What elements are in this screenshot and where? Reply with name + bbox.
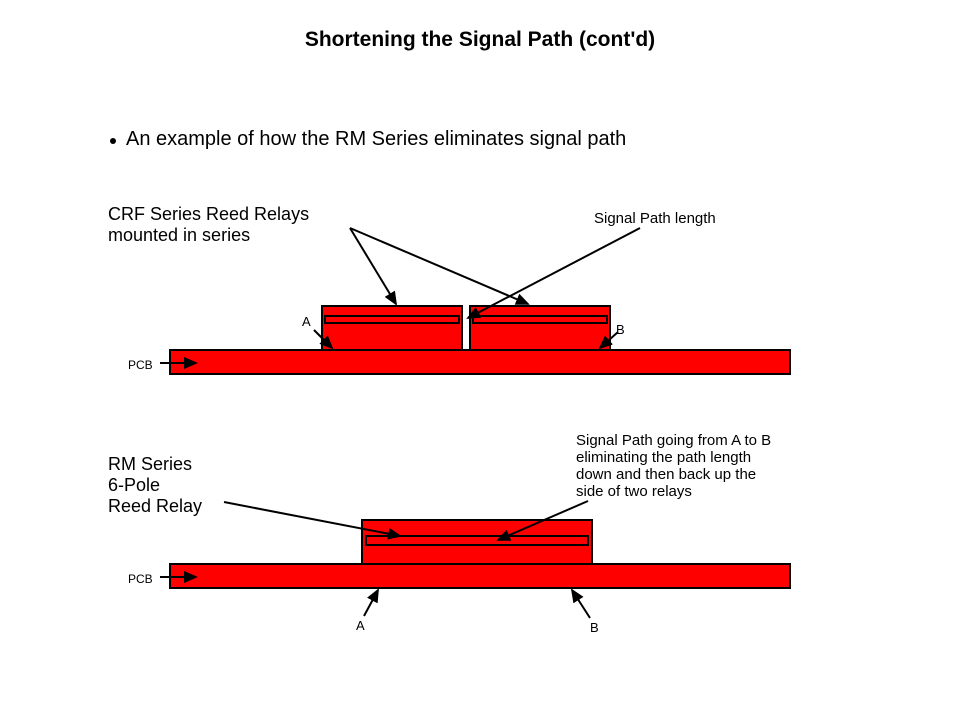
diagram-svg [0,0,960,720]
